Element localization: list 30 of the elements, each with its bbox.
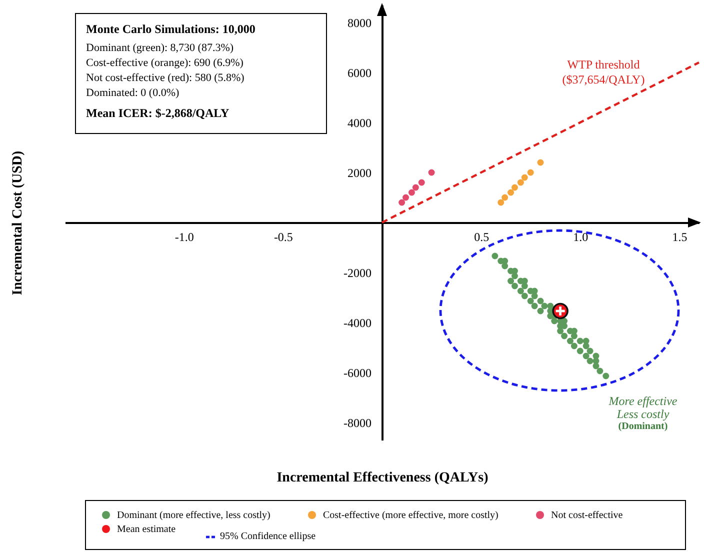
y-tick-label: -4000 [344,316,372,330]
annotation: WTP threshold ($37,654/QALY) [562,58,645,86]
y-tick-label: 8000 [348,16,372,30]
x-tick-label: 0.5 [474,230,490,244]
y-tick-label: 4000 [348,116,372,130]
x-tick-label: -0.5 [274,230,293,244]
x-tick-label: 1.5 [672,230,688,244]
y-tick-label: -6000 [344,366,372,380]
annotation: Dominated: 0 (0.0%) [86,86,180,101]
y-tick-label: 2000 [348,166,372,180]
annotation: (Dominant) [617,421,669,433]
annotation: Monte Carlo Simulations: 10,000 [86,22,256,37]
y-axis-title: Incremental Cost (USD) [10,150,26,296]
annotation: Dominant (green): 8,730 (87.3%) [86,41,235,56]
y-tick-label: -2000 [344,266,372,280]
legend-label: Not cost-effective [551,510,624,521]
x-tick-label: 1.0 [573,230,588,244]
legend-label: Dominant (more effective, less costly) [117,510,270,521]
legend-label: Mean estimate [117,524,176,535]
annotation: More effective [608,394,678,408]
annotation: Not cost-effective (red): 580 (5.8%) [86,71,246,86]
y-tick-label: -8000 [344,416,372,430]
annotation: Mean ICER: $-2,868/QALY [86,106,230,121]
y-tick-label: 6000 [348,66,372,80]
x-axis-title: Incremental Effectiveness (QALYs) [276,470,489,486]
annotation: Cost-effective (orange): 690 (6.9%) [86,56,244,71]
text: 95% Confidence ellipse [220,530,316,544]
x-tick-label: -1.0 [174,230,194,244]
legend-label: Cost-effective (more effective, more costly) [323,510,498,521]
annotation: Less costly [616,407,670,421]
